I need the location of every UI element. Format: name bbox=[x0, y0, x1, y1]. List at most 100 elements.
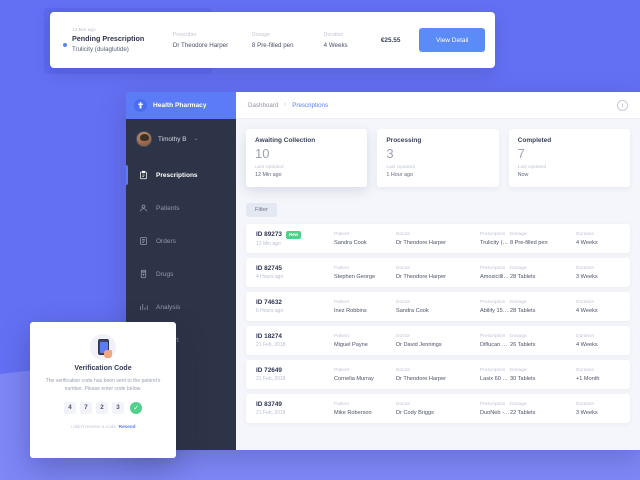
dosage-label: Dosage bbox=[510, 367, 527, 373]
prescriptions-table: ID 89273 New 12 Min ago Patient Sandra C… bbox=[246, 224, 630, 424]
sidebar-label-drugs: Drugs bbox=[156, 270, 174, 278]
duration-label: Duration bbox=[576, 231, 595, 237]
row-patient-cell: Patient Inez Robbins bbox=[334, 300, 396, 314]
row-prescription-cell: Prescription Amoxicillin 250 mg tablets bbox=[480, 266, 510, 280]
content-area: Awaiting Collection 10 Last Updated 12 M… bbox=[236, 119, 640, 450]
notification-timestamp: 12 Min ago bbox=[72, 27, 96, 32]
row-prescription-cell: Prescription Lasix 60 mg / single dose bbox=[480, 368, 510, 382]
resend-prompt: I didn't receive a code. bbox=[70, 423, 118, 429]
stat-updated-label: Last Updated bbox=[386, 165, 415, 171]
patient-label: Patient bbox=[334, 333, 349, 339]
sidebar-item-patients[interactable]: Patients bbox=[126, 196, 236, 220]
dosage-value: 26 Tablets bbox=[510, 341, 536, 348]
prescriber-value: Dr Theodore Harper bbox=[172, 41, 229, 49]
row-dosage-cell: Dosage 28 Tablets bbox=[510, 300, 576, 314]
patient-value: Cornelia Murray bbox=[334, 375, 374, 382]
confirm-check-icon[interactable]: ✓ bbox=[130, 401, 142, 414]
profile-menu[interactable]: Timothy B ⌄ bbox=[126, 119, 236, 163]
doctor-label: Doctor bbox=[396, 299, 411, 305]
breadcrumb-separator: › bbox=[284, 102, 287, 108]
doctor-label: Doctor bbox=[396, 333, 411, 339]
prescription-label: Prescription bbox=[480, 367, 506, 373]
table-row[interactable]: ID 82745 4 Hours ago Patient Stephen Geo… bbox=[246, 258, 630, 288]
stat-updated-value: 12 Min ago bbox=[255, 172, 282, 179]
pill-bottle-icon bbox=[138, 269, 148, 280]
sidebar-item-prescriptions[interactable]: Prescriptions bbox=[126, 163, 236, 187]
stat-card-completed[interactable]: Completed 7 Last Updated Now bbox=[508, 129, 630, 188]
row-prescription-cell: Prescription Diflucan 150 mg/day bbox=[480, 334, 510, 348]
patient-label: Patient bbox=[334, 299, 349, 305]
row-dosage-cell: Dosage 30 Tablets bbox=[510, 368, 576, 382]
row-id-cell: ID 72649 21 Feb, 2018 bbox=[256, 367, 334, 382]
view-detail-button[interactable]: View Detail bbox=[419, 28, 486, 52]
code-digit-3[interactable]: 2 bbox=[96, 401, 108, 414]
duration-value: 4 Weeks bbox=[576, 239, 598, 246]
brand-header[interactable]: Health Pharmacy bbox=[126, 92, 236, 119]
prescription-label: Prescription bbox=[480, 299, 506, 305]
row-id: ID 83749 bbox=[256, 401, 282, 409]
duration-label: Duration bbox=[323, 31, 344, 38]
row-dosage-cell: Dosage 22 Tablets bbox=[510, 402, 576, 416]
prescription-value: Abilify 15mg/day bbox=[480, 307, 510, 314]
patient-value: Inez Robbins bbox=[334, 307, 367, 314]
notification-duration: Duration 4 Weeks bbox=[320, 32, 377, 49]
table-row[interactable]: ID 89273 New 12 Min ago Patient Sandra C… bbox=[246, 224, 630, 254]
patient-value: Miguel Payne bbox=[334, 341, 368, 348]
row-id: ID 82745 bbox=[256, 265, 282, 273]
row-duration-cell: Duration +1 Month bbox=[576, 368, 620, 382]
breadcrumb-prescriptions[interactable]: Prescriptions bbox=[292, 101, 329, 109]
notification-dosage: Dosage 8 Pre-filled pen bbox=[248, 32, 320, 49]
verification-code-input-group[interactable]: 4 7 2 3 ✓ bbox=[40, 401, 166, 414]
stat-updated-label: Last Updated bbox=[255, 165, 284, 171]
table-row[interactable]: ID 83749 21 Feb, 2018 Patient Mike Rober… bbox=[246, 394, 630, 424]
duration-label: Duration bbox=[576, 401, 595, 407]
row-date: 21 Feb, 2018 bbox=[256, 342, 286, 349]
row-doctor-cell: Doctor Dr Cody Briggs bbox=[396, 402, 480, 416]
doctor-value: Sandra Cook bbox=[396, 307, 429, 314]
row-id-cell: ID 89273 New 12 Min ago bbox=[256, 230, 334, 247]
profile-name: Timothy B bbox=[158, 135, 187, 143]
code-digit-2[interactable]: 7 bbox=[80, 401, 92, 414]
verification-code-modal: Verification Code The verification code … bbox=[30, 322, 176, 458]
row-doctor-cell: Doctor Dr Theodore Harper bbox=[396, 266, 480, 280]
prescription-label: Prescription bbox=[480, 231, 506, 237]
stat-updated-value: Now bbox=[517, 172, 529, 179]
row-id-cell: ID 82745 4 Hours ago bbox=[256, 265, 334, 280]
row-id-cell: ID 74632 6 Hours ago bbox=[256, 299, 334, 314]
dosage-label: Dosage bbox=[251, 31, 270, 38]
row-id: ID 18274 bbox=[256, 333, 282, 341]
duration-value: +1 Month bbox=[576, 375, 600, 382]
stats-row: Awaiting Collection 10 Last Updated 12 M… bbox=[246, 129, 630, 188]
row-patient-cell: Patient Cornelia Murray bbox=[334, 368, 396, 382]
prescription-value: Diflucan 150 mg/day bbox=[480, 341, 510, 348]
filter-button[interactable]: Filter bbox=[246, 203, 277, 218]
notification-card[interactable]: 12 Min ago Pending Prescription Trulicit… bbox=[50, 12, 495, 68]
table-row[interactable]: ID 72649 21 Feb, 2018 Patient Cornelia M… bbox=[246, 360, 630, 390]
stat-card-processing[interactable]: Processing 3 Last Updated 1 Hour ago bbox=[377, 129, 499, 188]
dosage-value: 28 Tablets bbox=[510, 307, 536, 314]
sidebar-item-analysis[interactable]: Analysis bbox=[126, 295, 236, 319]
prescription-label: Prescription bbox=[480, 265, 506, 271]
dosage-label: Dosage bbox=[510, 231, 527, 237]
code-digit-1[interactable]: 4 bbox=[64, 401, 76, 414]
duration-value: 4 Weeks bbox=[323, 41, 348, 49]
prescription-label: Prescription bbox=[480, 401, 506, 407]
phone-illustration-icon bbox=[90, 334, 116, 360]
resend-link[interactable]: Resend bbox=[118, 423, 136, 429]
sidebar-label-orders: Orders bbox=[156, 237, 176, 245]
table-row[interactable]: ID 18274 21 Feb, 2018 Patient Miguel Pay… bbox=[246, 326, 630, 356]
stat-count: 3 bbox=[386, 146, 394, 161]
stat-card-awaiting-collection[interactable]: Awaiting Collection 10 Last Updated 12 M… bbox=[246, 129, 368, 188]
duration-label: Duration bbox=[576, 333, 595, 339]
row-id-cell: ID 18274 21 Feb, 2018 bbox=[256, 333, 334, 348]
table-row[interactable]: ID 74632 6 Hours ago Patient Inez Robbin… bbox=[246, 292, 630, 322]
code-digit-4[interactable]: 3 bbox=[112, 401, 124, 414]
breadcrumb-dashboard[interactable]: Dashboard bbox=[248, 101, 279, 109]
sidebar-item-drugs[interactable]: Drugs bbox=[126, 262, 236, 286]
info-icon[interactable]: i bbox=[617, 99, 628, 111]
stat-count: 10 bbox=[255, 146, 270, 161]
prescription-value: DuoNeb - one 3 mL bbox=[480, 409, 510, 416]
row-prescription-cell: Prescription Abilify 15mg/day bbox=[480, 300, 510, 314]
sidebar-item-orders[interactable]: Orders bbox=[126, 229, 236, 253]
